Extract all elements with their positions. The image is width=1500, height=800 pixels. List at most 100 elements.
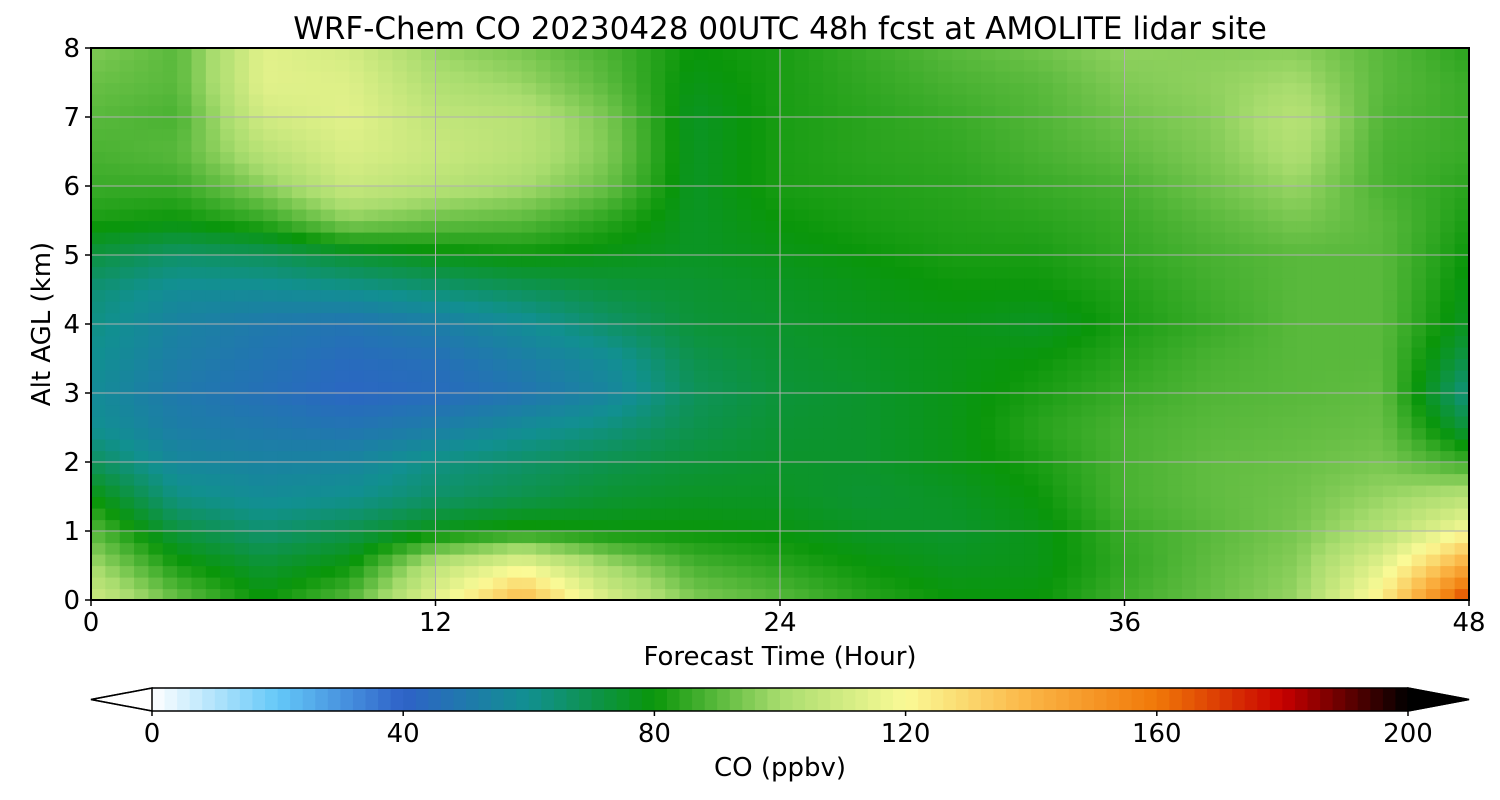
contour-cell (636, 151, 652, 164)
contour-cell (1153, 485, 1169, 498)
contour-cell (1038, 243, 1054, 256)
contour-cell (205, 209, 221, 222)
contour-cell (823, 370, 839, 383)
contour-cell (435, 531, 451, 544)
contour-cell (177, 278, 193, 291)
contour-cell (1124, 577, 1140, 590)
contour-cell (894, 266, 910, 279)
colorbar-segment (1307, 688, 1321, 711)
contour-cell (722, 427, 738, 440)
contour-cell (277, 82, 293, 95)
contour-cell (320, 485, 336, 498)
contour-cell (1153, 508, 1169, 521)
contour-cell (1354, 519, 1370, 532)
contour-cell (622, 427, 638, 440)
contour-cell (650, 381, 666, 394)
contour-cell (1411, 278, 1427, 291)
colorbar-segment (1370, 688, 1384, 711)
contour-cell (622, 358, 638, 371)
contour-cell (1397, 289, 1413, 302)
contour-cell (550, 59, 566, 72)
contour-cell (1124, 232, 1140, 245)
contour-cell (851, 186, 867, 199)
contour-cell (435, 232, 451, 245)
contour-cell (765, 416, 781, 429)
contour-cell (406, 71, 422, 84)
contour-cell (593, 209, 609, 222)
colorbar-segment (553, 688, 568, 711)
contour-cell (851, 427, 867, 440)
contour-cell (177, 404, 193, 417)
contour-cell (1009, 59, 1025, 72)
contour-cell (1067, 347, 1083, 360)
colorbar-segment (1006, 688, 1020, 711)
contour-cell (535, 577, 551, 590)
contour-cell (909, 59, 925, 72)
contour-cell (837, 243, 853, 256)
contour-cell (191, 117, 207, 130)
contour-cell (191, 450, 207, 463)
contour-cell (1110, 347, 1126, 360)
contour-cell (607, 450, 623, 463)
contour-cell (1239, 473, 1255, 486)
contour-cell (579, 462, 594, 475)
contour-cell (1024, 301, 1039, 314)
contour-cell (478, 278, 494, 291)
contour-cell (751, 439, 767, 452)
colorbar-segment (641, 688, 655, 711)
contour-cell (564, 266, 580, 279)
contour-cell (1454, 209, 1470, 222)
contour-cell (464, 508, 480, 521)
contour-cell (1368, 163, 1384, 176)
contour-cell (1282, 151, 1298, 164)
contour-cell (1325, 439, 1341, 452)
contour-cell (1239, 209, 1255, 222)
contour-cell (880, 140, 896, 153)
contour-cell (1268, 71, 1283, 84)
contour-cell (1339, 278, 1355, 291)
contour-cell (1224, 94, 1240, 107)
colorbar-segment (692, 688, 706, 711)
contour-cell (923, 370, 939, 383)
contour-cell (1253, 347, 1269, 360)
contour-cell (622, 577, 638, 590)
contour-cell (1081, 220, 1097, 233)
contour-cell (119, 473, 135, 486)
contour-cell (277, 473, 293, 486)
contour-cell (837, 174, 853, 187)
contour-cell (162, 508, 178, 521)
contour-cell (837, 565, 853, 578)
contour-cell (1009, 508, 1025, 521)
contour-cell (780, 71, 795, 84)
colorbar-segment (591, 688, 605, 711)
contour-cell (780, 186, 795, 199)
contour-cell (564, 220, 580, 233)
contour-cell (306, 565, 322, 578)
contour-cell (378, 71, 394, 84)
contour-cell (1296, 439, 1312, 452)
contour-cell (894, 255, 910, 268)
contour-cell (722, 335, 738, 348)
contour-cell (421, 508, 437, 521)
contour-cell (636, 82, 652, 95)
contour-cell (650, 565, 666, 578)
contour-cell (1210, 577, 1226, 590)
contour-cell (1009, 289, 1025, 302)
contour-cell (320, 105, 336, 118)
contour-cell (1382, 381, 1398, 394)
contour-cell (980, 71, 996, 84)
contour-cell (923, 519, 939, 532)
contour-cell (1411, 140, 1427, 153)
colorbar-segment (805, 688, 819, 711)
contour-cell (535, 140, 551, 153)
contour-cell (995, 59, 1011, 72)
contour-cell (1110, 220, 1126, 233)
contour-cell (607, 278, 623, 291)
contour-cell (837, 278, 853, 291)
contour-cell (234, 439, 250, 452)
contour-cell (808, 140, 824, 153)
contour-cell (995, 462, 1011, 475)
contour-cell (205, 197, 221, 210)
contour-cell (1224, 174, 1240, 187)
